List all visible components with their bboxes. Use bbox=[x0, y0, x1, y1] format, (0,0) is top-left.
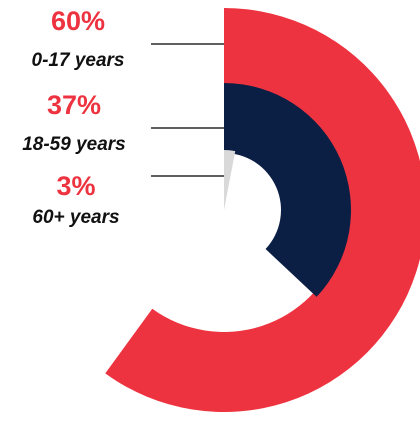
category-label-18-59: 18-59 years bbox=[22, 134, 126, 155]
bar-60-plus-years bbox=[224, 150, 236, 210]
bar-18-59-years bbox=[224, 83, 351, 297]
percent-label-60-plus: 3% bbox=[56, 171, 95, 201]
category-label-0-17: 0-17 years bbox=[32, 50, 125, 71]
value-labels: 60% 0-17 years 37% 18-59 years 3% 60+ ye… bbox=[22, 6, 126, 228]
category-label-60-plus: 60+ years bbox=[32, 207, 119, 228]
leader-lines bbox=[151, 43, 224, 177]
percent-label-0-17: 60% bbox=[51, 6, 105, 36]
percent-label-18-59: 37% bbox=[47, 90, 101, 120]
radial-bars bbox=[105, 8, 420, 412]
bar-0-17-years bbox=[105, 8, 420, 412]
